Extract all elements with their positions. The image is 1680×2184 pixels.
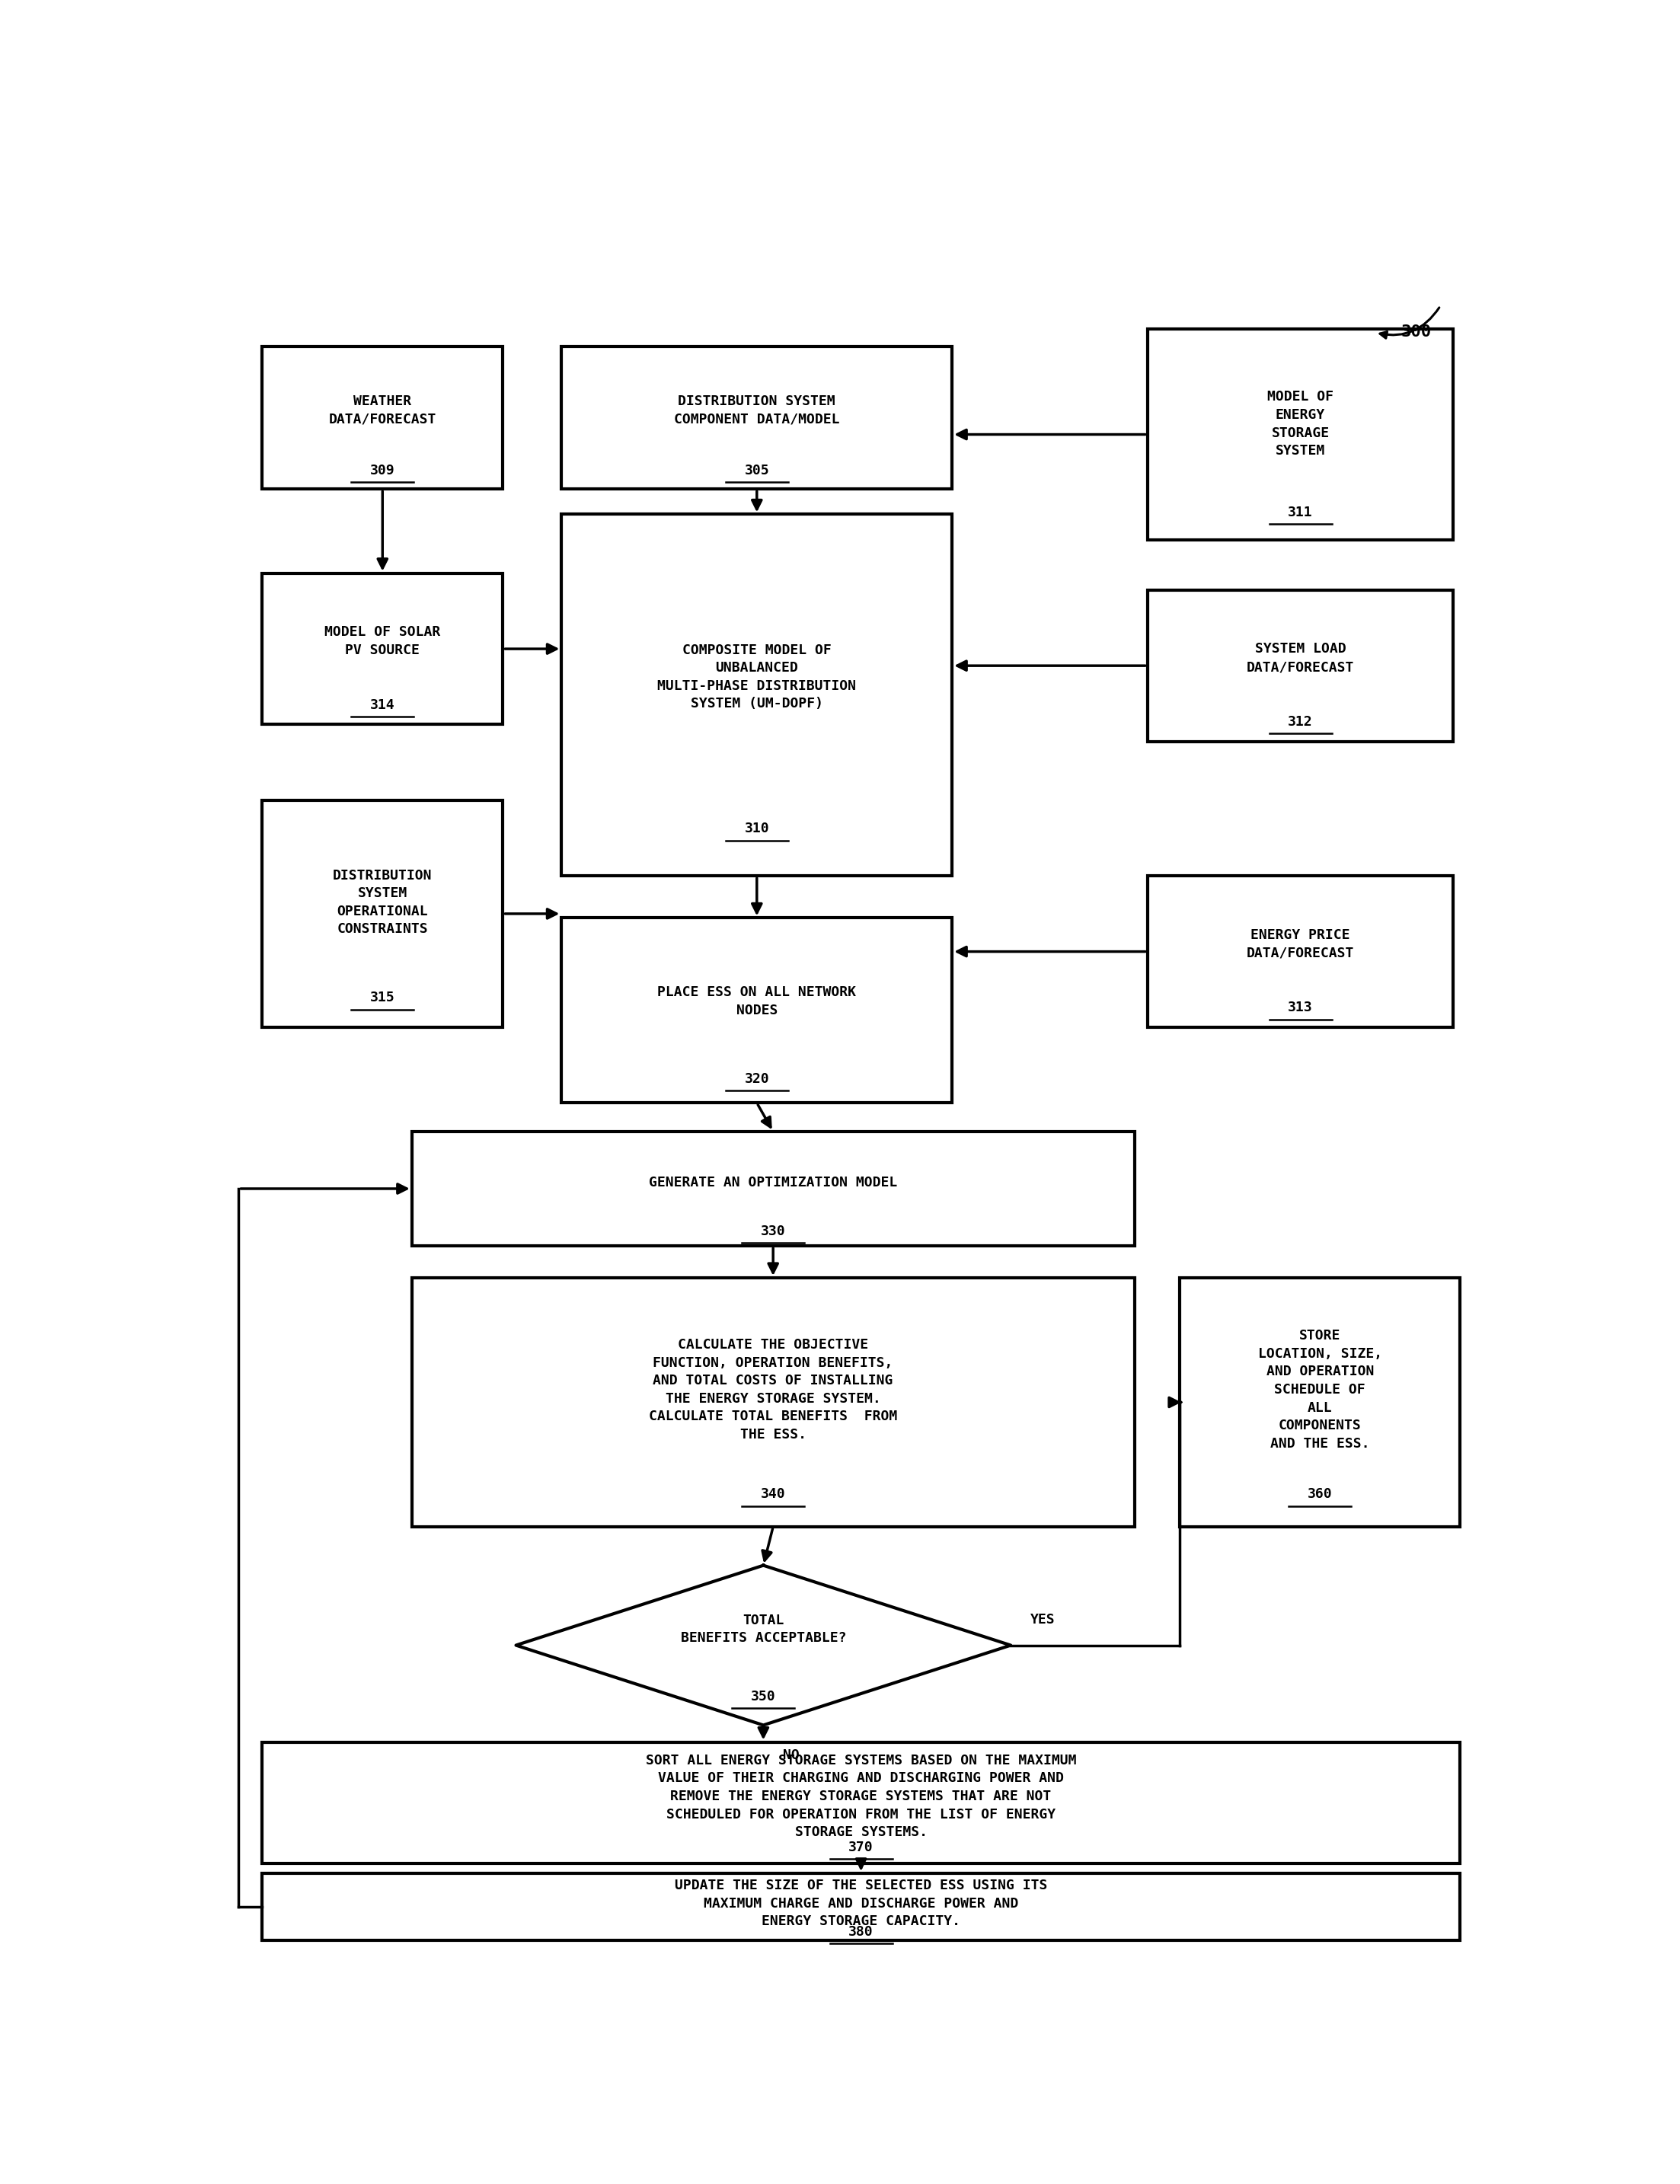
Text: ENERGY PRICE
DATA/FORECAST: ENERGY PRICE DATA/FORECAST bbox=[1247, 928, 1354, 959]
Text: 313: 313 bbox=[1289, 1000, 1312, 1013]
Text: 380: 380 bbox=[848, 1924, 874, 1939]
FancyBboxPatch shape bbox=[561, 515, 953, 876]
Text: DISTRIBUTION
SYSTEM
OPERATIONAL
CONSTRAINTS: DISTRIBUTION SYSTEM OPERATIONAL CONSTRAI… bbox=[333, 869, 432, 937]
Text: STORE
LOCATION, SIZE,
AND OPERATION
SCHEDULE OF
ALL
COMPONENTS
AND THE ESS.: STORE LOCATION, SIZE, AND OPERATION SCHE… bbox=[1258, 1330, 1383, 1450]
FancyBboxPatch shape bbox=[1147, 876, 1453, 1026]
FancyBboxPatch shape bbox=[412, 1278, 1134, 1527]
FancyBboxPatch shape bbox=[1147, 590, 1453, 740]
Text: CALCULATE THE OBJECTIVE
FUNCTION, OPERATION BENEFITS,
AND TOTAL COSTS OF INSTALL: CALCULATE THE OBJECTIVE FUNCTION, OPERAT… bbox=[648, 1339, 897, 1441]
Text: 330: 330 bbox=[761, 1225, 786, 1238]
FancyBboxPatch shape bbox=[561, 917, 953, 1103]
FancyBboxPatch shape bbox=[262, 1743, 1460, 1863]
Text: COMPOSITE MODEL OF
UNBALANCED
MULTI-PHASE DISTRIBUTION
SYSTEM (UM-DOPF): COMPOSITE MODEL OF UNBALANCED MULTI-PHAS… bbox=[657, 644, 857, 710]
FancyBboxPatch shape bbox=[412, 1131, 1134, 1245]
Text: 360: 360 bbox=[1307, 1487, 1332, 1500]
Text: TOTAL
BENEFITS ACCEPTABLE?: TOTAL BENEFITS ACCEPTABLE? bbox=[680, 1614, 847, 1645]
Text: NO: NO bbox=[783, 1749, 800, 1762]
Text: 310: 310 bbox=[744, 821, 769, 836]
Text: 312: 312 bbox=[1289, 714, 1312, 729]
Text: 314: 314 bbox=[370, 699, 395, 712]
Text: SORT ALL ENERGY STORAGE SYSTEMS BASED ON THE MAXIMUM
VALUE OF THEIR CHARGING AND: SORT ALL ENERGY STORAGE SYSTEMS BASED ON… bbox=[645, 1754, 1077, 1839]
Text: WEATHER
DATA/FORECAST: WEATHER DATA/FORECAST bbox=[329, 395, 437, 426]
Text: GENERATE AN OPTIMIZATION MODEL: GENERATE AN OPTIMIZATION MODEL bbox=[648, 1177, 897, 1190]
Text: DISTRIBUTION SYSTEM
COMPONENT DATA/MODEL: DISTRIBUTION SYSTEM COMPONENT DATA/MODEL bbox=[674, 395, 840, 426]
Text: 305: 305 bbox=[744, 463, 769, 478]
Text: YES: YES bbox=[1030, 1614, 1055, 1627]
Text: 300: 300 bbox=[1401, 323, 1431, 339]
Text: 350: 350 bbox=[751, 1690, 776, 1704]
Polygon shape bbox=[516, 1566, 1011, 1725]
Text: MODEL OF SOLAR
PV SOURCE: MODEL OF SOLAR PV SOURCE bbox=[324, 625, 440, 657]
Text: UPDATE THE SIZE OF THE SELECTED ESS USING ITS
MAXIMUM CHARGE AND DISCHARGE POWER: UPDATE THE SIZE OF THE SELECTED ESS USIN… bbox=[675, 1878, 1047, 1928]
Text: SYSTEM LOAD
DATA/FORECAST: SYSTEM LOAD DATA/FORECAST bbox=[1247, 642, 1354, 675]
Text: 370: 370 bbox=[848, 1841, 874, 1854]
Text: MODEL OF
ENERGY
STORAGE
SYSTEM: MODEL OF ENERGY STORAGE SYSTEM bbox=[1267, 391, 1334, 459]
FancyBboxPatch shape bbox=[262, 572, 502, 725]
FancyBboxPatch shape bbox=[262, 1874, 1460, 1939]
FancyBboxPatch shape bbox=[1147, 330, 1453, 539]
FancyBboxPatch shape bbox=[262, 345, 502, 489]
FancyBboxPatch shape bbox=[561, 345, 953, 489]
FancyBboxPatch shape bbox=[262, 799, 502, 1026]
FancyBboxPatch shape bbox=[1179, 1278, 1460, 1527]
Text: 340: 340 bbox=[761, 1487, 786, 1500]
Text: 309: 309 bbox=[370, 463, 395, 478]
Text: 320: 320 bbox=[744, 1072, 769, 1085]
Text: PLACE ESS ON ALL NETWORK
NODES: PLACE ESS ON ALL NETWORK NODES bbox=[657, 985, 857, 1018]
Text: 311: 311 bbox=[1289, 505, 1312, 520]
Text: 315: 315 bbox=[370, 992, 395, 1005]
